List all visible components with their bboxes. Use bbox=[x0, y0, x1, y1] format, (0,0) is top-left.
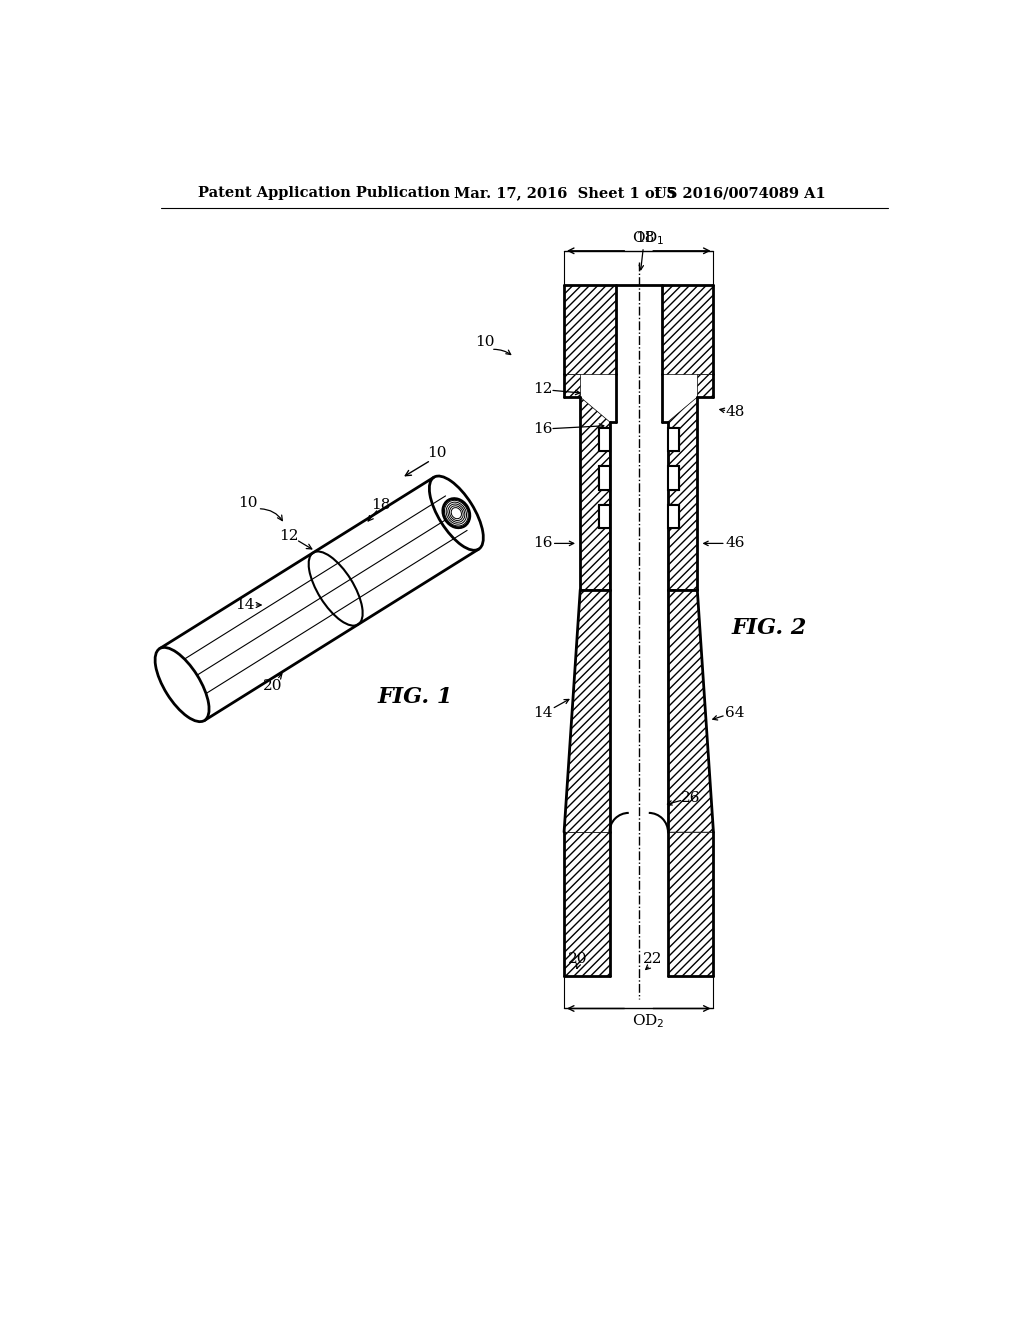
Text: Patent Application Publication: Patent Application Publication bbox=[199, 186, 451, 201]
Text: 64: 64 bbox=[725, 706, 744, 719]
Text: 10: 10 bbox=[238, 496, 257, 511]
Text: 18: 18 bbox=[635, 231, 654, 244]
Text: 22: 22 bbox=[643, 952, 663, 966]
Text: 16: 16 bbox=[532, 536, 552, 550]
Text: 18: 18 bbox=[371, 498, 390, 512]
Text: 48: 48 bbox=[725, 405, 744, 420]
Text: 12: 12 bbox=[279, 529, 298, 543]
Polygon shape bbox=[668, 590, 714, 832]
Bar bbox=[599, 466, 609, 490]
Polygon shape bbox=[662, 285, 714, 374]
Bar bbox=[599, 428, 609, 451]
Text: 10: 10 bbox=[427, 446, 446, 459]
Text: 10: 10 bbox=[475, 335, 495, 348]
Polygon shape bbox=[697, 374, 714, 397]
Text: 20: 20 bbox=[568, 952, 588, 966]
Polygon shape bbox=[564, 832, 609, 977]
Polygon shape bbox=[564, 374, 581, 397]
Text: US 2016/0074089 A1: US 2016/0074089 A1 bbox=[654, 186, 826, 201]
Text: 20: 20 bbox=[263, 678, 283, 693]
Bar bbox=[668, 466, 679, 490]
Text: 14: 14 bbox=[532, 706, 552, 719]
Text: OD$_2$: OD$_2$ bbox=[632, 1012, 665, 1030]
Text: 26: 26 bbox=[681, 791, 700, 804]
Bar bbox=[668, 504, 679, 528]
Text: OD$_1$: OD$_1$ bbox=[632, 228, 665, 247]
Polygon shape bbox=[564, 590, 609, 832]
Ellipse shape bbox=[442, 499, 470, 528]
Bar bbox=[599, 504, 609, 528]
Ellipse shape bbox=[155, 647, 209, 722]
Text: 46: 46 bbox=[725, 536, 744, 550]
Polygon shape bbox=[581, 397, 609, 590]
Text: 12: 12 bbox=[532, 383, 552, 396]
Polygon shape bbox=[668, 397, 697, 590]
Text: 14: 14 bbox=[234, 598, 254, 612]
Bar bbox=[668, 428, 679, 451]
Text: FIG. 2: FIG. 2 bbox=[732, 618, 807, 639]
Polygon shape bbox=[564, 285, 615, 374]
Text: FIG. 1: FIG. 1 bbox=[378, 686, 454, 709]
Text: 16: 16 bbox=[532, 422, 552, 437]
Text: Mar. 17, 2016  Sheet 1 of 5: Mar. 17, 2016 Sheet 1 of 5 bbox=[454, 186, 676, 201]
Polygon shape bbox=[668, 832, 714, 977]
